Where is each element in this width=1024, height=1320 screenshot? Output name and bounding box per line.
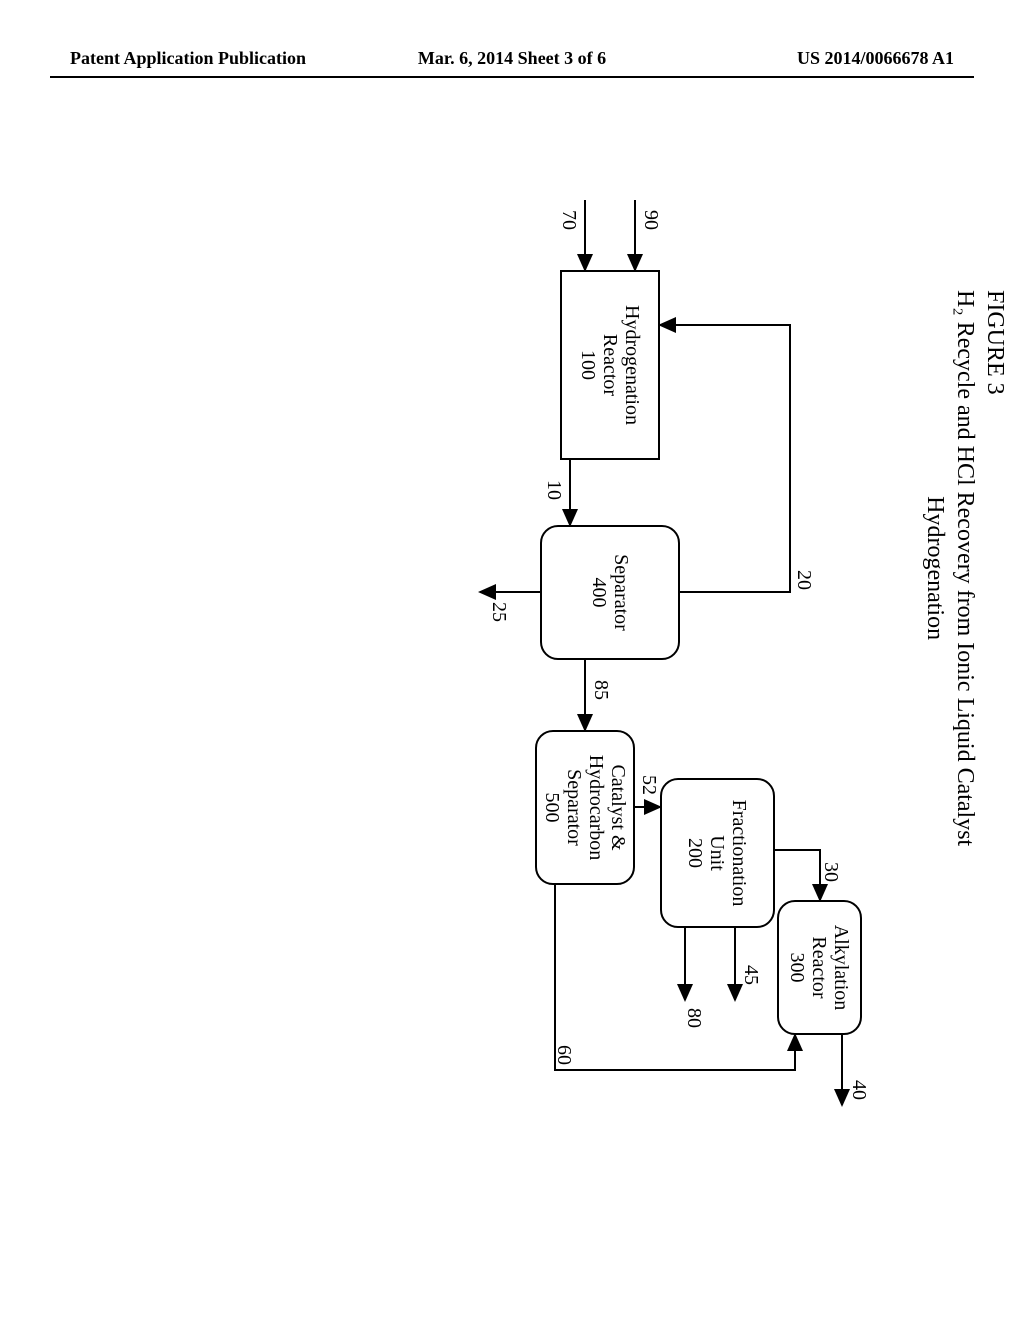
header-rule: [50, 76, 974, 78]
stream-80: 80: [682, 1008, 705, 1028]
stream-70: 70: [557, 210, 580, 230]
stream-85: 85: [589, 680, 612, 700]
stream-25: 25: [487, 602, 510, 622]
header-center: Mar. 6, 2014 Sheet 3 of 6: [365, 48, 660, 69]
stream-30: 30: [819, 862, 842, 882]
stream-10: 10: [542, 480, 565, 500]
stream-60: 60: [552, 1045, 575, 1065]
process-flow-diagram: FIGURE 3 H₂ Recycle and HCl Recovery fro…: [50, 310, 970, 1010]
flow-arrows: [50, 310, 970, 1010]
page-header: Patent Application Publication Mar. 6, 2…: [0, 48, 1024, 69]
stream-90: 90: [639, 210, 662, 230]
header-left: Patent Application Publication: [70, 48, 365, 69]
stream-40: 40: [847, 1080, 870, 1100]
stream-20: 20: [792, 570, 815, 590]
stream-45: 45: [739, 965, 762, 985]
title-line1: FIGURE 3: [980, 290, 1010, 846]
header-right: US 2014/0066678 A1: [659, 48, 954, 69]
stream-52: 52: [637, 775, 660, 795]
